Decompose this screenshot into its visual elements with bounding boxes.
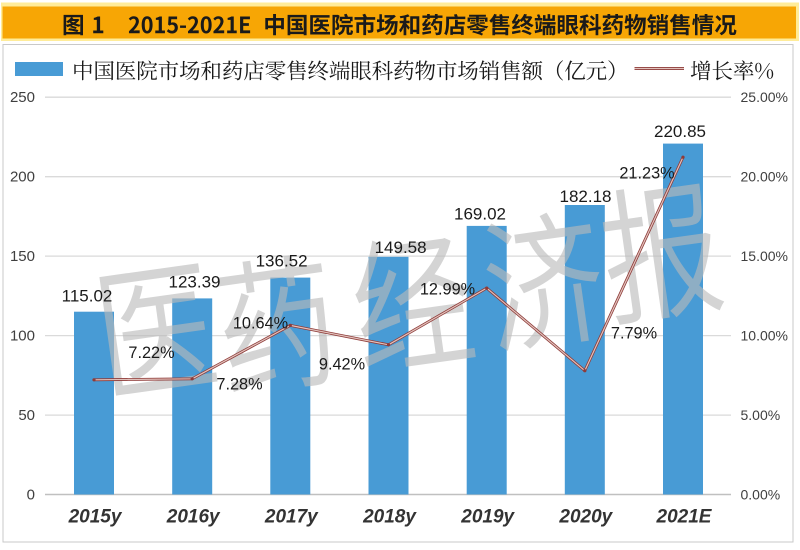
svg-text:10.64%: 10.64% — [233, 315, 288, 333]
svg-text:5.00%: 5.00% — [741, 407, 781, 423]
svg-text:15.00%: 15.00% — [741, 248, 788, 264]
svg-text:182.18: 182.18 — [560, 187, 612, 206]
svg-text:2015y: 2015y — [68, 507, 123, 528]
svg-text:21.23%: 21.23% — [619, 165, 674, 183]
svg-text:169.02: 169.02 — [454, 205, 506, 224]
svg-text:20.00%: 20.00% — [741, 169, 788, 185]
svg-text:25.00%: 25.00% — [741, 89, 788, 105]
svg-text:50: 50 — [18, 407, 35, 424]
svg-text:7.22%: 7.22% — [128, 344, 174, 362]
svg-text:9.42%: 9.42% — [319, 356, 365, 374]
svg-text:115.02: 115.02 — [62, 287, 113, 306]
svg-text:150: 150 — [10, 248, 35, 265]
svg-text:136.52: 136.52 — [256, 251, 308, 270]
svg-text:7.79%: 7.79% — [611, 325, 657, 343]
svg-text:2016y: 2016y — [166, 507, 221, 528]
svg-text:250: 250 — [10, 89, 35, 106]
svg-text:2020y: 2020y — [558, 507, 613, 528]
svg-text:12.99%: 12.99% — [420, 281, 475, 299]
svg-text:2017y: 2017y — [264, 507, 319, 528]
svg-text:0.00%: 0.00% — [741, 486, 781, 502]
svg-text:0: 0 — [27, 486, 35, 503]
svg-text:7.28%: 7.28% — [216, 376, 262, 394]
svg-text:2021E: 2021E — [656, 507, 713, 528]
svg-text:220.85: 220.85 — [654, 122, 706, 141]
svg-text:100: 100 — [10, 327, 35, 344]
svg-text:2018y: 2018y — [362, 507, 417, 528]
svg-text:10.00%: 10.00% — [741, 327, 788, 343]
svg-text:149.58: 149.58 — [375, 238, 427, 257]
svg-text:200: 200 — [10, 169, 35, 186]
svg-text:2019y: 2019y — [460, 507, 515, 528]
svg-text:123.39: 123.39 — [169, 273, 221, 292]
